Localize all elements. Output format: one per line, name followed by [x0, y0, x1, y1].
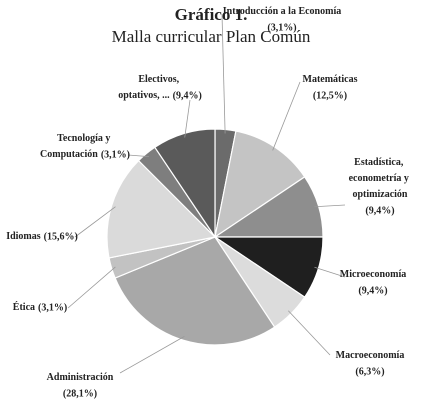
value-label: (15,6%)	[44, 231, 78, 242]
slice-label: Administración	[47, 372, 114, 383]
value-label: (12,5%)	[313, 90, 347, 101]
value-label: (9,4%)	[358, 285, 387, 296]
pie-slice	[214, 130, 306, 239]
leader-line	[119, 336, 185, 374]
slice-label: Macroeconomía	[336, 350, 405, 361]
leader-line	[314, 204, 346, 208]
slice-label: Matemáticas	[303, 74, 358, 85]
leader-line	[74, 206, 116, 238]
chart-title: Gráfico 1.	[175, 5, 248, 24]
leader-line	[272, 81, 301, 151]
value-label: (3,1%)	[267, 22, 296, 33]
value-label: (3,1%)	[38, 302, 67, 313]
leader-line	[288, 310, 331, 356]
value-label: (9,4%)	[173, 90, 202, 101]
slice-label: Introducción a la Economía	[223, 6, 341, 17]
value-label: (9,4%)	[365, 205, 394, 216]
leader-line	[184, 99, 191, 138]
slice-label: Electivos, optativos, ...	[118, 74, 181, 101]
pie-slice	[154, 128, 216, 239]
slice-label: Idiomas	[6, 231, 41, 242]
slice-label: Microeconomía	[340, 269, 406, 280]
leader-line	[314, 266, 346, 278]
value-label: (3,1%)	[101, 149, 130, 160]
slice-label: Estadística, econometría y optimización	[349, 157, 412, 200]
chart-subtitle: Malla curricular Plan Común	[112, 27, 311, 46]
leader-line	[221, 13, 226, 134]
value-label: (28,1%)	[63, 388, 97, 399]
pie-slice	[106, 159, 217, 259]
slice-label: Ética	[13, 301, 35, 313]
slice-label: Tecnología y Computación	[40, 133, 113, 160]
pie-slice	[114, 236, 276, 346]
leader-line	[127, 154, 149, 158]
value-label: (6,3%)	[355, 366, 384, 377]
leader-line	[67, 266, 116, 309]
